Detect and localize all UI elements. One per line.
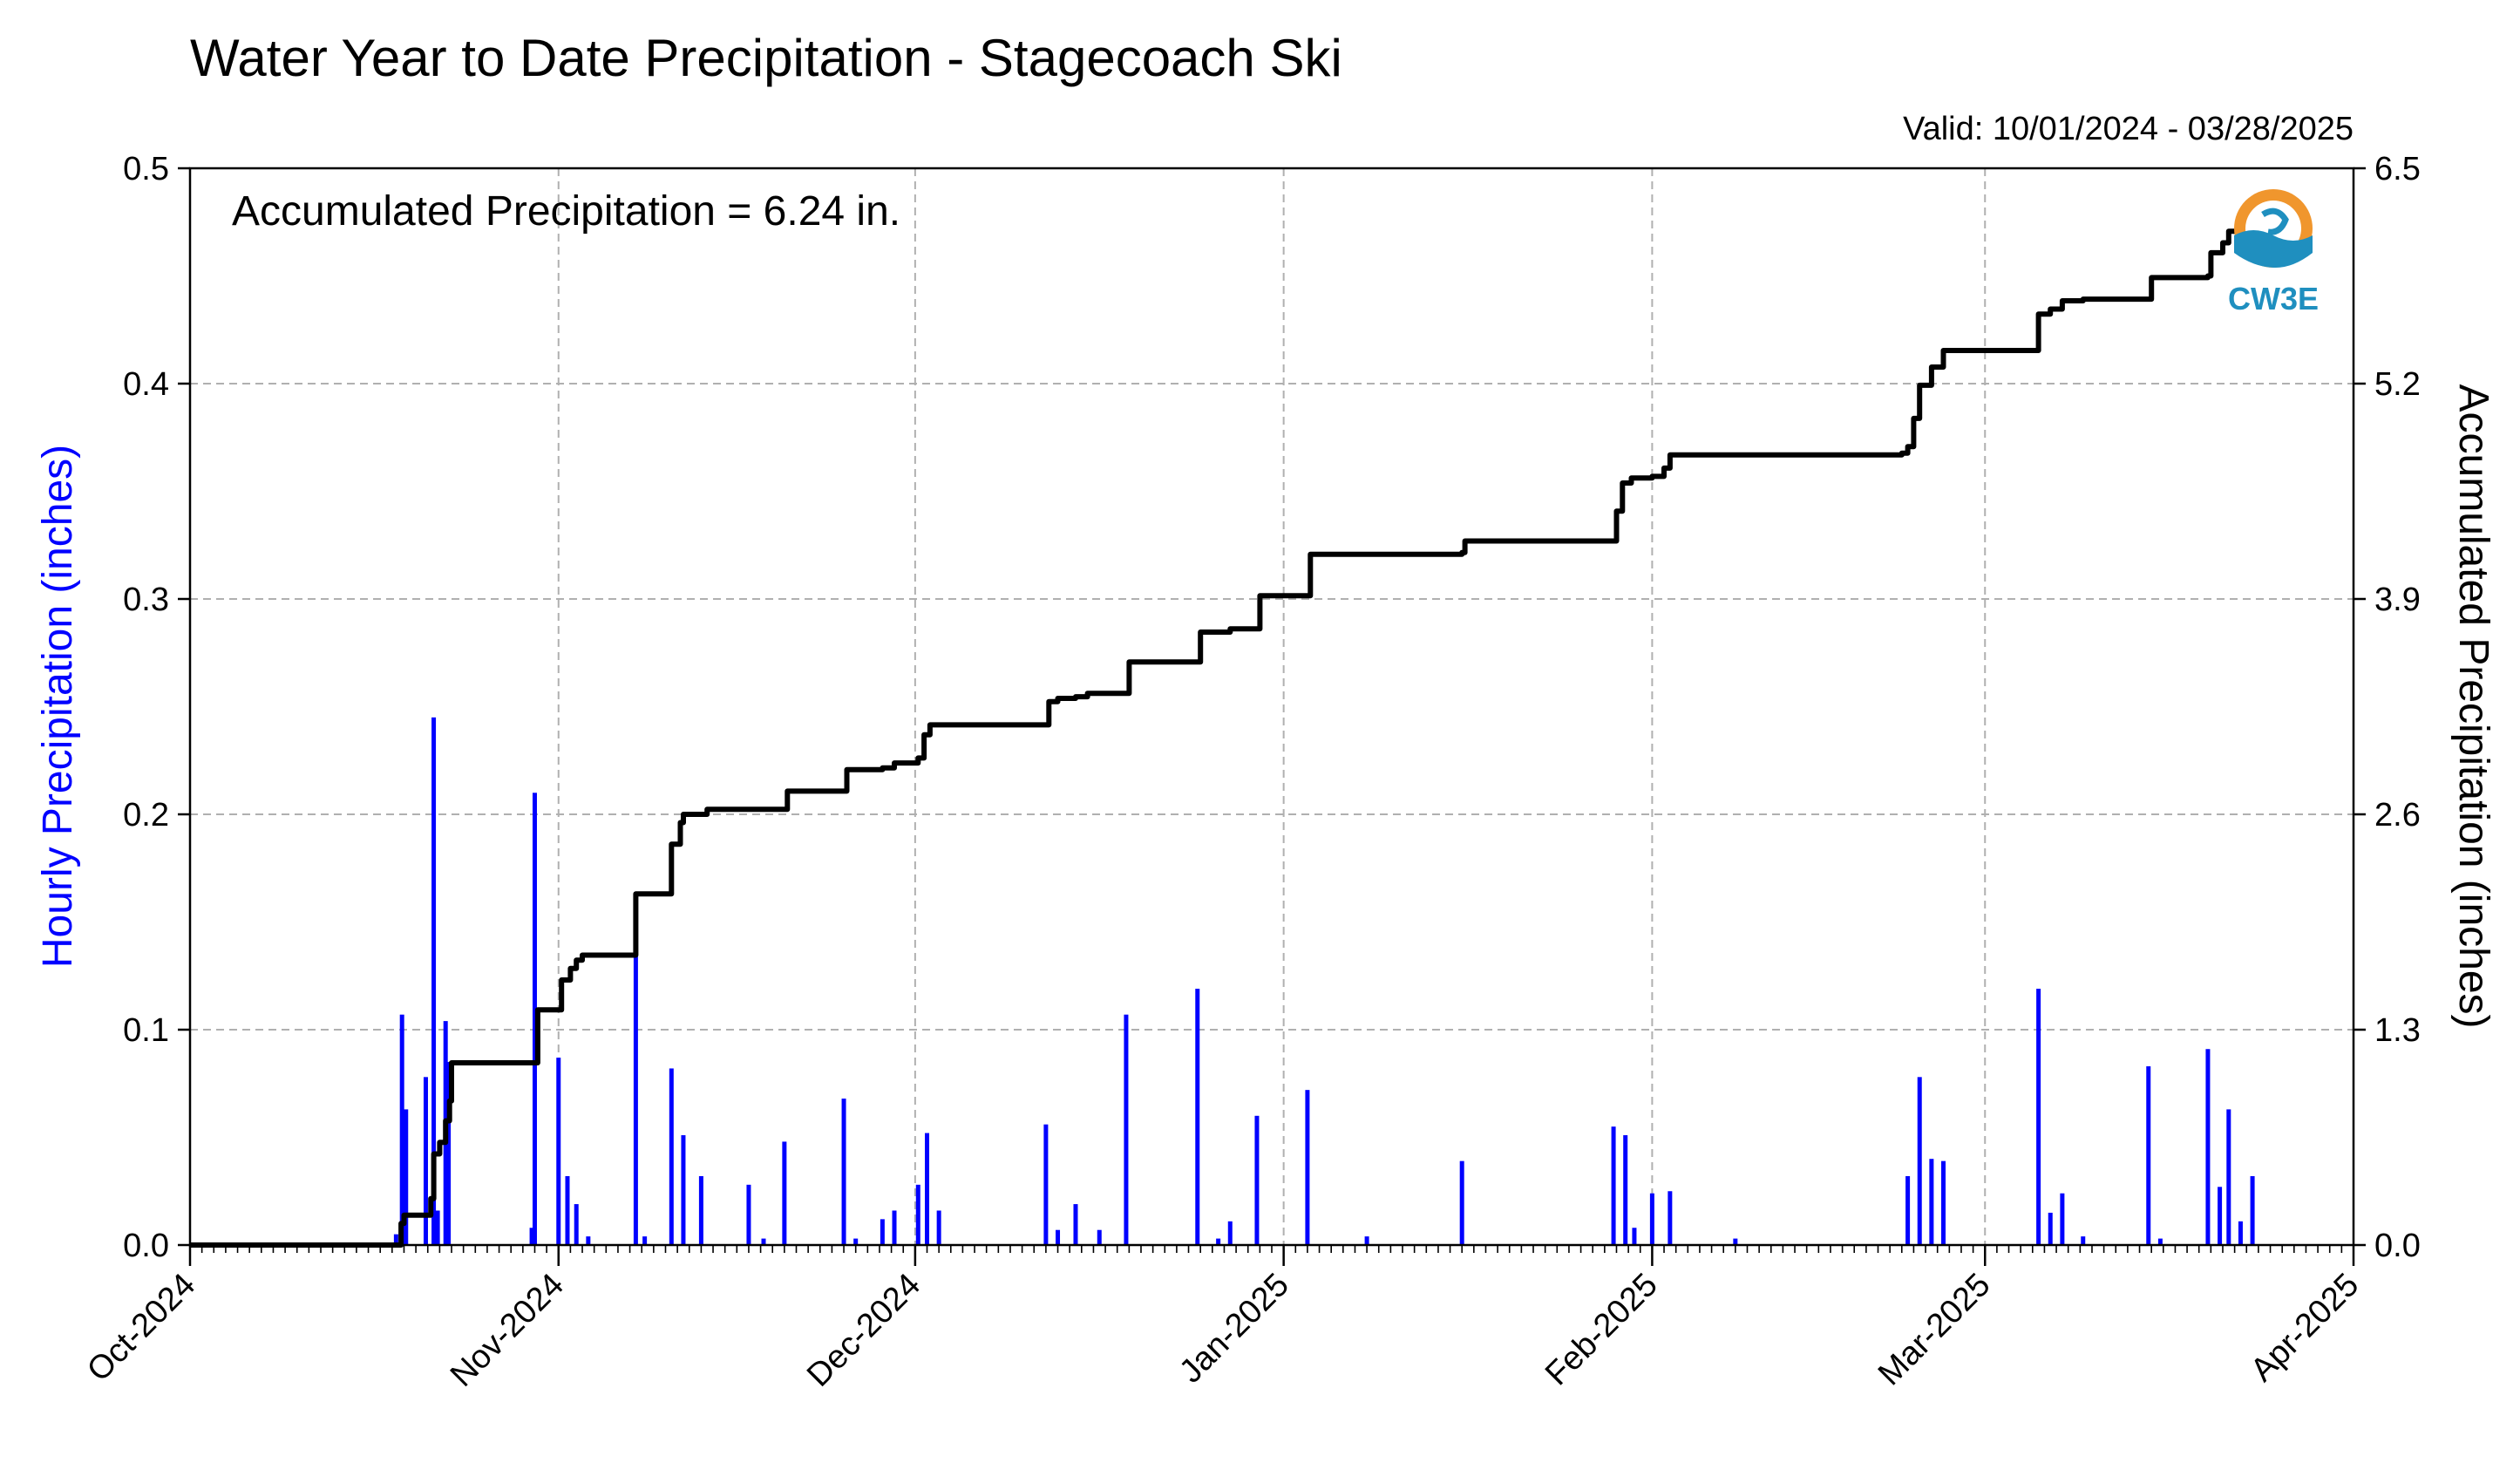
accumulated-line-group — [190, 208, 2306, 1248]
hourly-bar — [2060, 1193, 2065, 1245]
hourly-bar — [2250, 1175, 2255, 1245]
hourly-bar — [1649, 1193, 1654, 1245]
hourly-bar — [1254, 1115, 1260, 1245]
hourly-bar — [2205, 1049, 2211, 1245]
logo-water-icon — [2234, 230, 2313, 269]
x-tick-label: Dec-2024 — [800, 1267, 927, 1394]
hourly-bar — [565, 1175, 570, 1245]
hourly-bar — [681, 1135, 686, 1245]
y-right-tick-label: 6.5 — [2374, 151, 2421, 187]
hourly-bar — [399, 1014, 404, 1245]
hourly-bar — [529, 1228, 534, 1245]
y-axis-left-label: Hourly Precipitation (inches) — [35, 445, 81, 968]
x-tick-label: Apr-2025 — [2244, 1267, 2366, 1389]
hourly-bar — [761, 1238, 766, 1245]
y-left-tick-label: 0.0 — [123, 1228, 169, 1264]
y-right-tick-label: 0.0 — [2374, 1228, 2421, 1264]
hourly-bar — [1195, 989, 1200, 1245]
hourly-bar — [2238, 1221, 2243, 1245]
hourly-bar — [1216, 1238, 1221, 1245]
hourly-bar — [1632, 1228, 1637, 1245]
hourly-bar — [404, 1109, 409, 1245]
hourly-bar — [2218, 1187, 2223, 1245]
accumulated-line — [190, 208, 2306, 1248]
y-left-tick-label: 0.3 — [123, 582, 169, 618]
hourly-bar — [782, 1141, 787, 1245]
y-right-tick-label: 3.9 — [2374, 582, 2421, 618]
hourly-bar — [698, 1175, 703, 1245]
y-left-tick-label: 0.4 — [123, 366, 169, 403]
accumulated-total-annotation: Accumulated Precipitation = 6.24 in. — [232, 188, 900, 235]
hourly-bar — [532, 793, 537, 1245]
hourly-bar — [1929, 1159, 1934, 1245]
hourly-bar — [853, 1238, 859, 1245]
hourly-bar — [915, 1184, 920, 1245]
cw3e-logo: CW3E — [2228, 189, 2319, 316]
hourly-bar — [1056, 1229, 1061, 1245]
hourly-bar — [2081, 1236, 2086, 1245]
hourly-bar — [574, 1204, 579, 1245]
hourly-bar — [2157, 1238, 2163, 1245]
y-right-tick-label: 5.2 — [2374, 366, 2421, 403]
hourly-bar — [556, 1058, 561, 1245]
hourly-bar — [1623, 1135, 1628, 1245]
hourly-bar — [1364, 1236, 1369, 1245]
hourly-bar — [586, 1236, 591, 1245]
logo-swirl-icon — [2261, 208, 2289, 235]
hourly-bar — [1668, 1191, 1673, 1245]
x-tick-label: Mar-2025 — [1871, 1267, 1998, 1393]
hourly-bar — [2036, 989, 2041, 1245]
hourly-bar — [936, 1210, 941, 1245]
hourly-bars — [393, 717, 2255, 1245]
grid-lines — [190, 168, 2354, 1245]
y-left-tick-label: 0.2 — [123, 797, 169, 834]
chart-title: Water Year to Date Precipitation - Stage… — [190, 29, 1342, 87]
hourly-bar — [880, 1219, 885, 1245]
hourly-bar — [446, 1062, 452, 1245]
hourly-bar — [1097, 1229, 1102, 1245]
hourly-bar — [841, 1099, 846, 1245]
hourly-bar — [1905, 1175, 1911, 1245]
hourly-bar — [1733, 1238, 1738, 1245]
hourly-bar — [423, 1077, 428, 1245]
hourly-bar — [1941, 1160, 1946, 1245]
hourly-bar — [435, 1210, 440, 1245]
hourly-bar — [642, 1236, 648, 1245]
hourly-bar — [2048, 1212, 2053, 1245]
hourly-bar — [892, 1210, 897, 1245]
hourly-bar — [1073, 1204, 1078, 1245]
hourly-bar — [1043, 1124, 1049, 1245]
hourly-bar — [669, 1068, 674, 1245]
hourly-bar — [925, 1133, 930, 1245]
hourly-bar — [2146, 1065, 2151, 1245]
y-right-tick-label: 2.6 — [2374, 797, 2421, 834]
hourly-bar — [2226, 1109, 2231, 1245]
hourly-bar — [393, 1234, 398, 1245]
plot-frame — [188, 167, 2355, 1247]
hourly-bar — [1917, 1077, 1922, 1245]
valid-date-range: Valid: 10/01/2024 - 03/28/2025 — [1903, 111, 2354, 147]
hourly-bar — [1459, 1160, 1464, 1245]
x-tick-label: Feb-2025 — [1538, 1267, 1665, 1393]
x-tick-label: Nov-2024 — [444, 1267, 571, 1394]
hourly-bar — [1611, 1126, 1616, 1245]
hourly-bar — [1227, 1221, 1233, 1245]
hourly-bar — [633, 954, 638, 1245]
hourly-bar — [1305, 1090, 1310, 1245]
y-left-tick-label: 0.1 — [123, 1012, 169, 1049]
y-left-tick-label: 0.5 — [123, 151, 169, 187]
hourly-bar — [746, 1184, 751, 1245]
hourly-bar — [431, 717, 437, 1245]
hourly-bar — [1124, 1014, 1129, 1245]
y-axis-right-label: Accumulated Precipitation (inches) — [2450, 384, 2496, 1028]
y-right-tick-label: 1.3 — [2374, 1012, 2421, 1049]
x-tick-label: Jan-2025 — [1172, 1267, 1296, 1391]
x-tick-label: Oct-2024 — [80, 1267, 202, 1389]
logo-text: CW3E — [2228, 281, 2319, 316]
